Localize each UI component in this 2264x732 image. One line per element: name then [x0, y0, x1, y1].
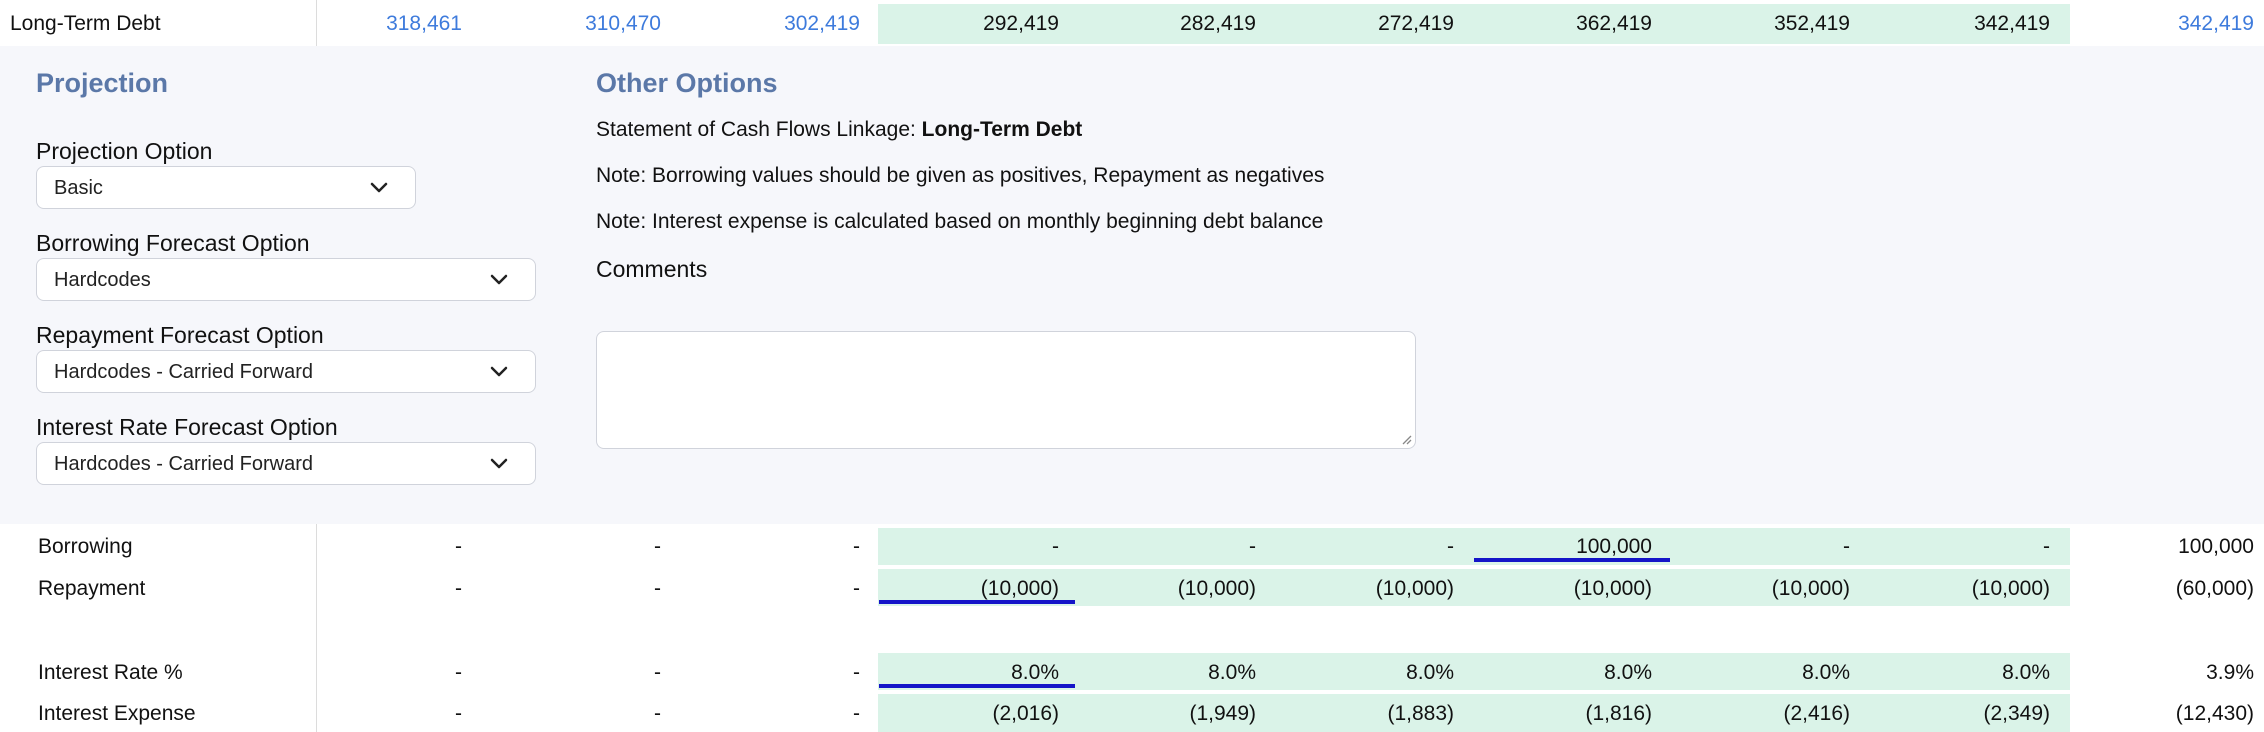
cell[interactable]: 352,419: [1774, 12, 1850, 35]
options-panel: Projection Projection Option Basic Borro…: [0, 46, 2264, 524]
cell[interactable]: -: [1249, 535, 1256, 558]
interest-rate-forecast-select[interactable]: Hardcodes - Carried Forward: [36, 442, 536, 485]
projection-option-label: Projection Option: [36, 138, 213, 164]
forecast-band: [878, 569, 2070, 606]
projection-title: Projection: [36, 68, 169, 98]
resize-grip-icon[interactable]: [1400, 433, 1412, 445]
long-term-debt-row: Long-Term Debt 318,461 310,470 302,419 2…: [0, 0, 2264, 46]
cell: (2,349): [1983, 702, 2050, 725]
cell[interactable]: (10,000): [1375, 577, 1454, 600]
select-value: Hardcodes - Carried Forward: [54, 453, 313, 475]
total-cell: (12,430): [2175, 702, 2254, 725]
row-label: Interest Rate %: [38, 661, 183, 684]
other-options-title: Other Options: [596, 68, 778, 98]
cell[interactable]: 292,419: [983, 12, 1059, 35]
borrowing-note: Note: Borrowing values should be given a…: [596, 164, 1325, 187]
cell[interactable]: 8.0%: [2002, 661, 2050, 684]
cell: (1,816): [1585, 702, 1652, 725]
cell: -: [654, 702, 661, 725]
interest-note: Note: Interest expense is calculated bas…: [596, 210, 1324, 233]
linkage-value: Long-Term Debt: [921, 118, 1083, 141]
comments-textarea[interactable]: [596, 331, 1416, 449]
chevron-down-icon: [490, 458, 508, 469]
linkage-prefix: Statement of Cash Flows Linkage:: [596, 118, 922, 141]
cell[interactable]: 8.0%: [1208, 661, 1256, 684]
cell: -: [455, 702, 462, 725]
cell[interactable]: -: [853, 661, 860, 684]
forecast-band: [878, 653, 2070, 690]
row-label: Interest Expense: [38, 702, 196, 725]
cell[interactable]: 8.0%: [1406, 661, 1454, 684]
cash-flow-linkage: Statement of Cash Flows Linkage: Long-Te…: [596, 118, 1082, 142]
column-divider: [316, 524, 317, 732]
cell[interactable]: 8.0%: [1802, 661, 1850, 684]
cell[interactable]: 318,461: [386, 12, 462, 35]
input-marker: [879, 684, 1075, 688]
row-label: Repayment: [38, 577, 146, 600]
cell[interactable]: -: [654, 661, 661, 684]
total-cell: 100,000: [2178, 535, 2254, 558]
borrowing-forecast-select[interactable]: Hardcodes: [36, 258, 536, 301]
select-value: Basic: [54, 177, 103, 199]
total-cell: (60,000): [2175, 577, 2254, 600]
cell[interactable]: -: [1843, 535, 1850, 558]
cell[interactable]: -: [1447, 535, 1454, 558]
interest-expense-row: Interest Expense - - - (2,016) (1,949) (…: [0, 694, 2264, 732]
interest-rate-row: Interest Rate % - - - 8.0% 8.0% 8.0% 8.0…: [0, 652, 2264, 692]
cell[interactable]: 100,000: [1576, 535, 1652, 558]
cell: (2,416): [1783, 702, 1850, 725]
cell[interactable]: (10,000): [1771, 577, 1850, 600]
cell[interactable]: -: [853, 577, 860, 600]
cell[interactable]: 362,419: [1576, 12, 1652, 35]
cell[interactable]: (10,000): [1177, 577, 1256, 600]
cell[interactable]: 8.0%: [1011, 661, 1059, 684]
cell[interactable]: (10,000): [1971, 577, 2050, 600]
cell[interactable]: -: [455, 535, 462, 558]
cell: (1,883): [1387, 702, 1454, 725]
projection-option-select[interactable]: Basic: [36, 166, 416, 209]
cell: -: [853, 702, 860, 725]
chevron-down-icon: [490, 274, 508, 285]
chevron-down-icon: [370, 182, 388, 193]
forecast-band: [878, 4, 2070, 44]
repayment-row: Repayment - - - (10,000) (10,000) (10,00…: [0, 568, 2264, 608]
input-marker: [1474, 558, 1670, 562]
cell[interactable]: -: [455, 577, 462, 600]
cell[interactable]: 282,419: [1180, 12, 1256, 35]
borrowing-row: Borrowing - - - - - - 100,000 - - 100,00…: [0, 526, 2264, 566]
cell[interactable]: -: [2043, 535, 2050, 558]
cell[interactable]: (10,000): [980, 577, 1059, 600]
repayment-forecast-label: Repayment Forecast Option: [36, 322, 324, 348]
cell[interactable]: 342,419: [1974, 12, 2050, 35]
borrowing-forecast-label: Borrowing Forecast Option: [36, 230, 310, 256]
cell[interactable]: -: [1052, 535, 1059, 558]
select-value: Hardcodes: [54, 269, 151, 291]
chevron-down-icon: [490, 366, 508, 377]
total-cell: 3.9%: [2206, 661, 2254, 684]
column-divider: [316, 0, 317, 46]
interest-rate-forecast-label: Interest Rate Forecast Option: [36, 414, 338, 440]
cell[interactable]: 8.0%: [1604, 661, 1652, 684]
cell[interactable]: 272,419: [1378, 12, 1454, 35]
comments-label: Comments: [596, 256, 708, 282]
select-value: Hardcodes - Carried Forward: [54, 361, 313, 383]
cell[interactable]: 310,470: [585, 12, 661, 35]
forecast-band: [878, 694, 2070, 732]
cell[interactable]: -: [853, 535, 860, 558]
cell[interactable]: -: [654, 577, 661, 600]
row-label: Long-Term Debt: [10, 12, 161, 35]
total-cell: 342,419: [2178, 12, 2254, 35]
cell: (2,016): [992, 702, 1059, 725]
cell[interactable]: (10,000): [1573, 577, 1652, 600]
input-marker: [879, 600, 1075, 604]
cell: (1,949): [1189, 702, 1256, 725]
cell[interactable]: -: [455, 661, 462, 684]
row-label: Borrowing: [38, 535, 133, 558]
cell[interactable]: 302,419: [784, 12, 860, 35]
repayment-forecast-select[interactable]: Hardcodes - Carried Forward: [36, 350, 536, 393]
cell[interactable]: -: [654, 535, 661, 558]
